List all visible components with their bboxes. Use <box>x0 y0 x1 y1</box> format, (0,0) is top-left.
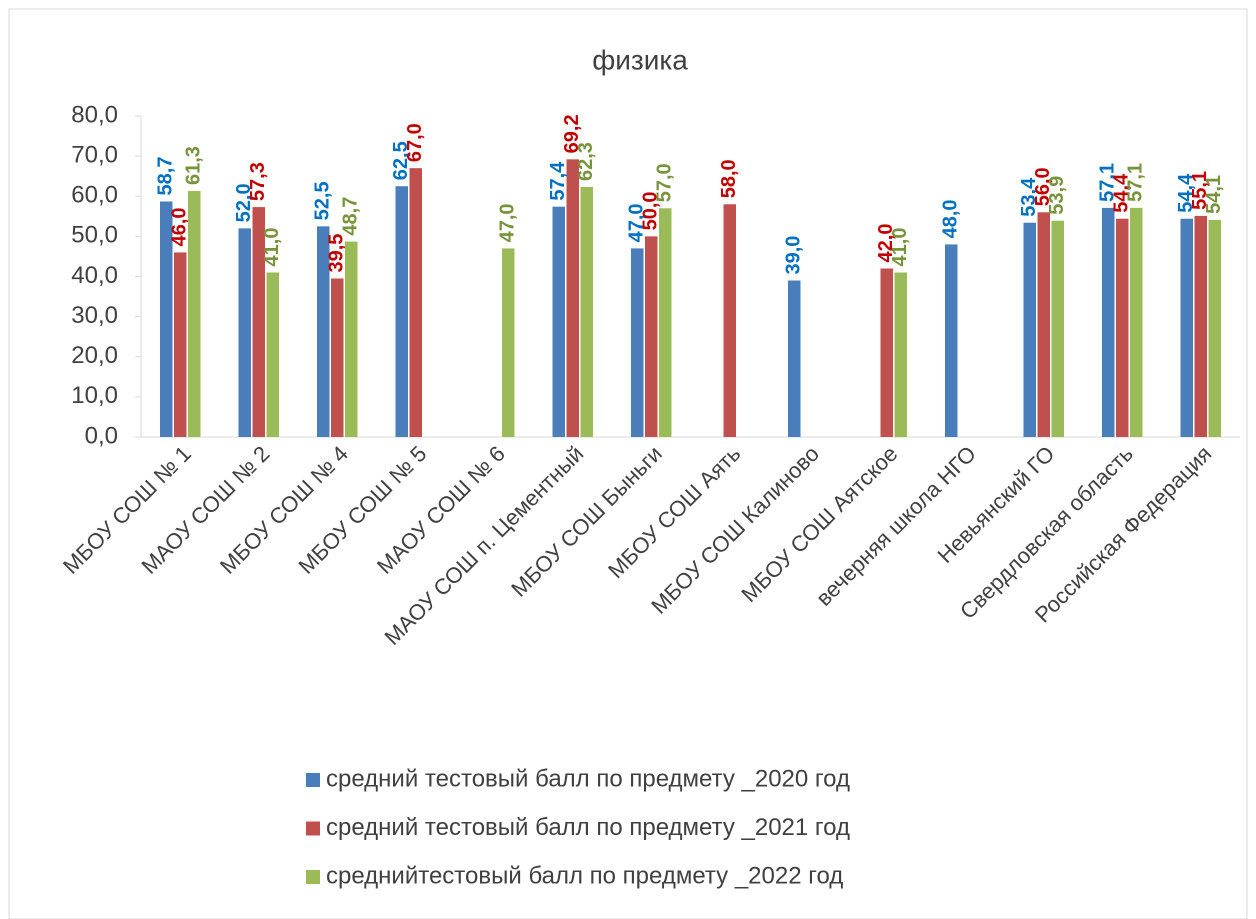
bar <box>1208 219 1221 437</box>
chart-title: физика <box>592 44 688 75</box>
bar <box>1194 215 1207 437</box>
data-label: 46,0 <box>169 207 191 246</box>
bar <box>395 186 408 437</box>
bar <box>252 207 265 437</box>
bar <box>788 280 801 437</box>
bar <box>266 272 279 437</box>
legend-swatch <box>306 870 320 884</box>
bar <box>1116 218 1129 437</box>
data-label: 53,9 <box>1046 176 1068 215</box>
bar <box>317 226 330 437</box>
bar <box>502 248 515 437</box>
data-label: 57,4 <box>547 161 569 201</box>
bar <box>645 236 658 437</box>
bar <box>345 241 358 437</box>
legend-label: средний тестовый балл по предмету _2020 … <box>326 765 850 792</box>
data-label: 58,7 <box>155 157 177 196</box>
bar <box>723 204 736 437</box>
bar <box>552 206 565 437</box>
data-label: 47,0 <box>497 203 519 242</box>
data-label: 61,3 <box>183 146 205 185</box>
data-label: 57,0 <box>654 163 676 202</box>
y-tick-label: 50,0 <box>71 222 118 249</box>
bar <box>1180 218 1193 437</box>
data-label: 69,2 <box>561 114 583 153</box>
data-label: 52,5 <box>312 181 334 220</box>
data-label: 39,0 <box>783 236 805 275</box>
legend-label: среднийтестовый балл по предмету _2022 г… <box>326 862 843 889</box>
bar <box>631 248 644 437</box>
data-label: 62,3 <box>575 142 597 181</box>
data-label: 53,4 <box>1018 177 1040 217</box>
bar <box>188 191 201 437</box>
data-label: 39,5 <box>326 234 348 273</box>
data-label: 52,0 <box>233 183 255 222</box>
data-label: 47,0 <box>626 203 648 242</box>
bar <box>1037 212 1050 437</box>
bar <box>238 228 251 437</box>
data-label: 54,1 <box>1203 175 1225 214</box>
y-tick-label: 30,0 <box>71 302 118 329</box>
data-label: 56,0 <box>1032 167 1054 206</box>
data-label: 48,7 <box>340 197 362 236</box>
data-label: 48,0 <box>940 199 962 238</box>
data-label: 54,4 <box>1175 173 1197 213</box>
data-label: 58,0 <box>718 159 740 198</box>
data-label: 57,1 <box>1097 163 1119 202</box>
data-label: 41,0 <box>261 228 283 267</box>
y-tick-label: 80,0 <box>71 101 118 128</box>
bar <box>1023 222 1036 437</box>
bar <box>1102 207 1115 437</box>
bar <box>174 252 187 437</box>
bar <box>566 159 579 437</box>
bar <box>580 187 593 437</box>
data-label: 54,4 <box>1111 173 1133 213</box>
chart-border <box>8 8 1248 919</box>
bar <box>1130 207 1143 437</box>
bar <box>659 208 672 437</box>
legend-label: средний тестовый балл по предмету _2021 … <box>326 814 850 841</box>
y-tick-label: 60,0 <box>71 182 118 209</box>
y-tick-label: 70,0 <box>71 141 118 168</box>
data-label: 41,0 <box>889 228 911 267</box>
bar <box>880 268 893 437</box>
data-label: 42,0 <box>875 224 897 263</box>
data-label: 57,1 <box>1125 163 1147 202</box>
bar <box>331 278 344 437</box>
bar <box>945 244 958 437</box>
bar <box>1051 220 1064 437</box>
legend-swatch <box>306 821 320 836</box>
data-label: 67,0 <box>404 123 426 162</box>
bar <box>894 272 907 437</box>
data-label: 50,0 <box>640 191 662 230</box>
data-label: 57,3 <box>247 162 269 201</box>
y-tick-label: 10,0 <box>71 382 118 409</box>
y-tick-label: 0,0 <box>85 422 118 449</box>
bar <box>409 168 422 437</box>
bar <box>160 201 173 437</box>
y-tick-label: 40,0 <box>71 262 118 289</box>
data-label: 55,1 <box>1189 171 1211 210</box>
y-tick-label: 20,0 <box>71 342 118 369</box>
legend-swatch <box>306 773 320 787</box>
data-label: 62,5 <box>390 141 412 180</box>
